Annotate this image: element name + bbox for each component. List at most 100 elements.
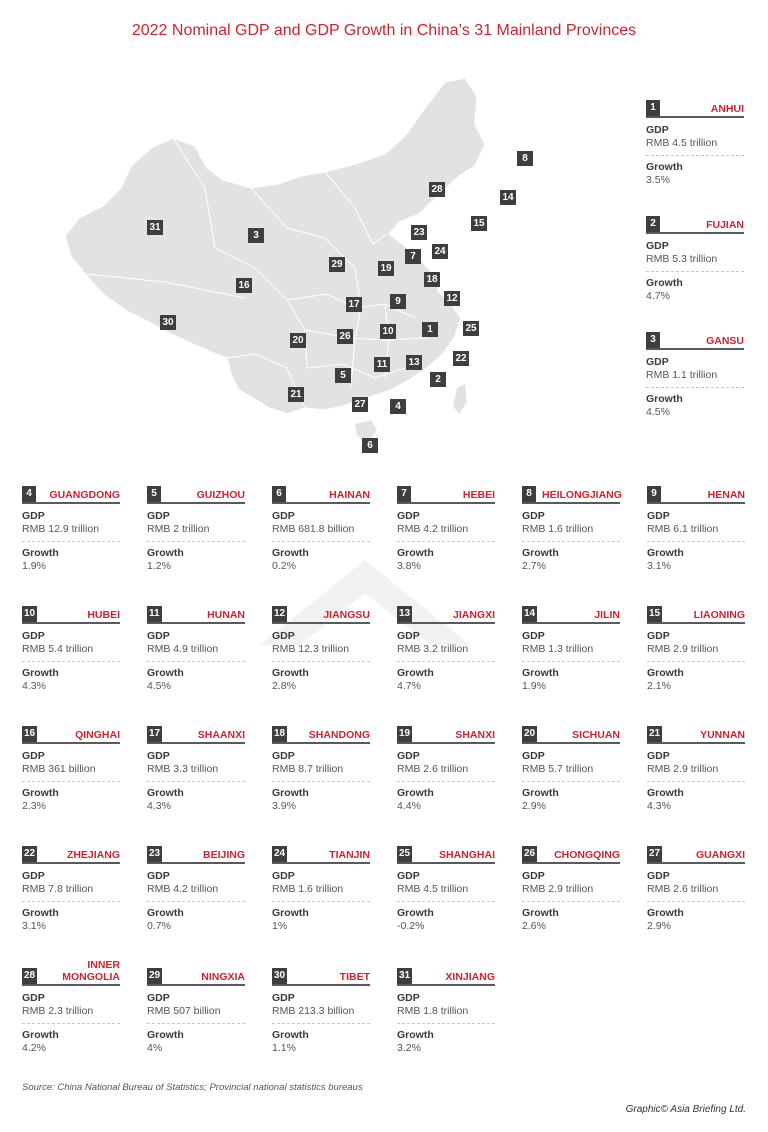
card-number: 21 [647,726,663,742]
card-province-name: LIAONING [693,609,745,621]
gdp-label: GDP [147,510,170,522]
growth-value: 4.3% [147,800,171,812]
map-marker-7: 7 [405,249,421,264]
card-province-name: GANSU [706,335,744,347]
gdp-label: GDP [272,750,295,762]
growth-value: 4.4% [397,800,421,812]
growth-label: Growth [522,667,559,679]
gdp-value: RMB 2.6 trillion [397,763,469,775]
gdp-value: RMB 4.2 trillion [147,883,219,895]
gdp-label: GDP [272,870,295,882]
growth-label: Growth [647,547,684,559]
province-card-30: 30 TIBET GDP RMB 213.3 billion Growth 1.1… [272,968,370,1054]
divider [272,1023,370,1024]
gdp-label: GDP [147,630,170,642]
province-card-18: 18 SHANDONG GDP RMB 8.7 trillion Growth 3… [272,726,370,812]
province-card-15: 15 LIAONING GDP RMB 2.9 trillion Growth 2… [647,606,745,692]
card-province-name: ANHUI [710,103,744,115]
map-marker-26: 26 [337,329,353,344]
card-province-name: SHANGHAI [438,849,495,861]
card-number: 29 [147,968,163,984]
growth-value: 2.9% [522,800,546,812]
gdp-label: GDP [647,870,670,882]
divider [147,901,245,902]
gdp-label: GDP [272,510,295,522]
card-province-name: JILIN [594,609,620,621]
card-number: 19 [397,726,413,742]
card-province-name: INNER MONGOLIA [62,959,120,983]
gdp-label: GDP [397,992,420,1004]
divider [646,155,744,156]
growth-label: Growth [272,547,309,559]
card-province-name: HEILONGJIANG [542,489,622,501]
growth-label: Growth [22,547,59,559]
card-number: 13 [397,606,413,622]
gdp-value: RMB 361 billion [22,763,96,775]
card-number: 17 [147,726,163,742]
divider [272,901,370,902]
province-card-6: 6 HAINAN GDP RMB 681.8 billion Growth 0.2… [272,486,370,572]
card-province-name: TIANJIN [329,849,370,861]
card-number: 23 [147,846,163,862]
growth-value: 3.2% [397,1042,421,1054]
gdp-value: RMB 1.8 trillion [397,1005,469,1017]
gdp-label: GDP [397,630,420,642]
divider [22,781,120,782]
growth-value: 3.5% [646,174,670,186]
gdp-label: GDP [397,750,420,762]
growth-value: -0.2% [397,920,425,932]
map-marker-1: 1 [422,322,438,337]
province-card-23: 23 BEIJING GDP RMB 4.2 trillion Growth 0.… [147,846,245,932]
province-card-28: 28 INNER MONGOLIA GDP RMB 2.3 trillion Gr… [22,959,120,1054]
card-province-name: HAINAN [329,489,370,501]
gdp-label: GDP [522,630,545,642]
growth-label: Growth [147,907,184,919]
growth-label: Growth [22,667,59,679]
province-card-26: 26 CHONGQING GDP RMB 2.9 trillion Growth … [522,846,620,932]
gdp-value: RMB 4.2 trillion [397,523,469,535]
card-number: 27 [647,846,663,862]
growth-value: 4.3% [22,680,46,692]
growth-value: 4.5% [147,680,171,692]
card-number: 10 [22,606,38,622]
map-marker-20: 20 [290,333,306,348]
map-marker-14: 14 [500,190,516,205]
divider [147,661,245,662]
growth-value: 2.7% [522,560,546,572]
card-province-name: SHAANXI [197,729,245,741]
province-card-4: 4 GUANGDONG GDP RMB 12.9 trillion Growth … [22,486,120,572]
card-province-name: SHANXI [455,729,495,741]
growth-label: Growth [22,907,59,919]
card-number: 18 [272,726,288,742]
card-number: 4 [22,486,36,502]
growth-label: Growth [22,1029,59,1041]
page-title: 2022 Nominal GDP and GDP Growth in China… [131,22,637,39]
card-province-name: JIANGSU [323,609,370,621]
growth-label: Growth [147,1029,184,1041]
gdp-label: GDP [522,870,545,882]
province-card-11: 11 HUNAN GDP RMB 4.9 trillion Growth 4.5% [147,606,245,692]
gdp-value: RMB 12.3 trillion [272,643,350,655]
province-card-9: 9 HENAN GDP RMB 6.1 trillion Growth 3.1% [647,486,745,572]
gdp-value: RMB 2.9 trillion [647,643,719,655]
gdp-value: RMB 3.3 trillion [147,763,219,775]
divider [22,661,120,662]
gdp-value: RMB 5.4 trillion [22,643,94,655]
gdp-value: RMB 2.3 trillion [22,1005,94,1017]
map-marker-10: 10 [380,324,396,339]
map-marker-16: 16 [236,278,252,293]
growth-value: 3.9% [272,800,296,812]
divider [522,661,620,662]
card-province-name: SICHUAN [572,729,620,741]
growth-value: 2.1% [647,680,671,692]
card-number: 22 [22,846,38,862]
card-province-name: XINJIANG [445,971,495,983]
growth-label: Growth [22,787,59,799]
card-province-name: GUANGDONG [49,489,120,501]
divider [397,781,495,782]
map-marker-31: 31 [147,220,163,235]
growth-label: Growth [272,667,309,679]
growth-label: Growth [522,787,559,799]
divider [147,781,245,782]
gdp-label: GDP [272,630,295,642]
